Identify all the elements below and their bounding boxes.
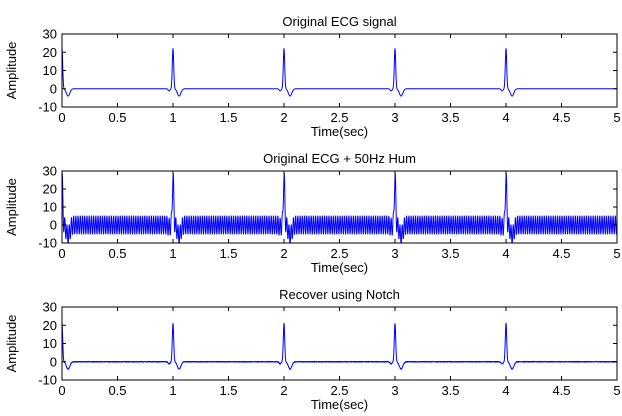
x-tick-label: 1: [169, 383, 176, 398]
x-axis-label: Time(sec): [311, 124, 368, 139]
y-axis-label: Amplitude: [4, 315, 19, 373]
x-tick-label: 4: [502, 246, 509, 261]
y-tick-label: 0: [50, 354, 57, 369]
subplot-title: Recover using Notch: [279, 287, 400, 302]
x-tick-label: 3.5: [441, 246, 459, 261]
y-tick-label: 20: [43, 182, 57, 197]
x-tick-label: 1.5: [219, 383, 237, 398]
x-tick-label: 1.5: [219, 110, 237, 125]
x-tick-label: 3: [391, 110, 398, 125]
x-tick-label: 1.5: [219, 246, 237, 261]
x-tick-label: 2.5: [330, 110, 348, 125]
y-axis-label: Amplitude: [4, 42, 19, 100]
subplot-2: 0 0.5 1 1.5 2 2.5 3 3.5 4 4.5 5-100102030Original …: [4, 151, 621, 275]
subplot-title: Original ECG + 50Hz Hum: [263, 151, 416, 166]
x-tick-label: 3: [391, 383, 398, 398]
subplot-1: 0 0.5 1 1.5 2 2.5 3 3.5 4 4.5 5-100102030Original …: [4, 14, 621, 139]
x-tick-label: 0: [58, 110, 65, 125]
x-tick-label: 5: [613, 246, 620, 261]
x-tick-label: 4.5: [552, 246, 570, 261]
x-tick-label: 0.5: [108, 110, 126, 125]
x-tick-label: 4: [502, 110, 509, 125]
x-tick-label: 2: [280, 110, 287, 125]
y-tick-label: -10: [38, 236, 57, 251]
y-tick-label: -10: [38, 373, 57, 388]
x-tick-label: 5: [613, 110, 620, 125]
plot-area: [61, 306, 618, 381]
y-tick-label: 20: [43, 318, 57, 333]
signal-trace: [62, 322, 617, 370]
y-tick-label: 10: [43, 200, 57, 215]
x-tick-label: 4: [502, 383, 509, 398]
signal-trace: [62, 173, 617, 243]
y-tick-label: 10: [43, 63, 57, 78]
signal-trace: [62, 48, 617, 97]
x-tick-label: 2: [280, 383, 287, 398]
plot-area: [61, 33, 618, 108]
x-tick-label: 3.5: [441, 383, 459, 398]
y-tick-label: 10: [43, 336, 57, 351]
x-axis-label: Time(sec): [311, 260, 368, 275]
subplot-title: Original ECG signal: [282, 14, 396, 29]
x-tick-label: 2.5: [330, 383, 348, 398]
y-tick-label: 30: [43, 27, 57, 42]
x-tick-label: 3: [391, 246, 398, 261]
x-tick-label: 0: [58, 246, 65, 261]
y-tick-label: 0: [50, 81, 57, 96]
x-tick-label: 2.5: [330, 246, 348, 261]
x-tick-label: 4.5: [552, 110, 570, 125]
x-tick-label: 0.5: [108, 246, 126, 261]
x-tick-label: 3.5: [441, 110, 459, 125]
x-tick-label: 1: [169, 110, 176, 125]
x-tick-label: 0.5: [108, 383, 126, 398]
x-tick-label: 4.5: [552, 383, 570, 398]
y-tick-label: 30: [43, 300, 57, 315]
x-axis-label: Time(sec): [311, 397, 368, 412]
y-tick-label: -10: [38, 100, 57, 115]
x-tick-label: 1: [169, 246, 176, 261]
y-tick-label: 30: [43, 164, 57, 179]
x-tick-label: 0: [58, 383, 65, 398]
y-tick-label: 20: [43, 45, 57, 60]
x-tick-label: 5: [613, 383, 620, 398]
y-axis-label: Amplitude: [4, 178, 19, 236]
x-tick-label: 2: [280, 246, 287, 261]
y-tick-label: 0: [50, 218, 57, 233]
